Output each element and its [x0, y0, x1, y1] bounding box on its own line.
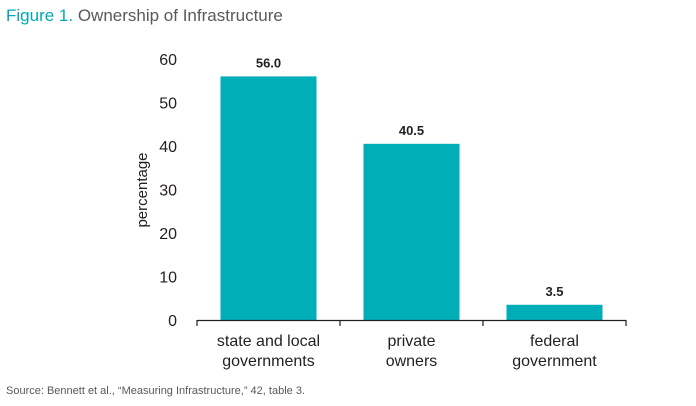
y-tick-label: 30 — [159, 183, 177, 200]
y-tick-label: 50 — [159, 96, 177, 113]
bar-value-label: 40.5 — [399, 123, 424, 138]
source-note: Source: Bennett et al., “Measuring Infra… — [6, 385, 305, 397]
x-axis-ticks — [196, 320, 627, 326]
figure-title: Figure 1. Ownership of Infrastructure — [6, 6, 283, 26]
bar-value-label: 56.0 — [256, 55, 281, 70]
x-category-label: state and local — [217, 333, 320, 350]
x-category-label: governments — [222, 353, 315, 370]
bar — [363, 143, 460, 320]
bar — [220, 76, 317, 321]
y-tick-label: 10 — [159, 270, 177, 287]
figure-number: Figure 1. — [6, 6, 74, 25]
x-category-label: private — [387, 333, 435, 350]
value-labels: 56.0 40.5 3.5 — [256, 55, 564, 298]
category-labels: state and local governments private owners f… — [217, 333, 597, 370]
y-axis-label: percentage — [134, 152, 151, 227]
x-category-label: owners — [386, 353, 438, 370]
x-category-label: government — [512, 353, 597, 370]
y-tick-label: 60 — [159, 52, 177, 69]
y-tick-label: 0 — [168, 313, 177, 330]
y-tick-label: 40 — [159, 139, 177, 156]
bar-value-label: 3.5 — [545, 284, 563, 299]
y-tick-label: 20 — [159, 226, 177, 243]
x-category-label: federal — [530, 333, 579, 350]
y-axis-ticks: 0 10 20 30 40 50 60 — [159, 52, 177, 330]
bar — [506, 304, 603, 320]
bars — [220, 76, 603, 321]
figure-title-text: Ownership of Infrastructure — [77, 6, 283, 25]
